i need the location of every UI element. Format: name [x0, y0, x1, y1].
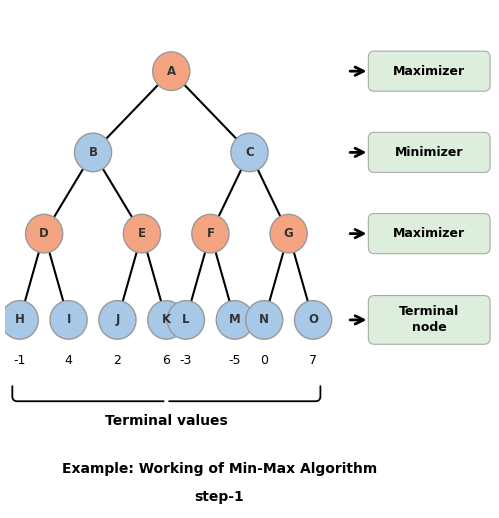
- Text: I: I: [66, 313, 71, 326]
- Text: Minimizer: Minimizer: [395, 146, 464, 159]
- Text: -5: -5: [229, 354, 241, 367]
- Text: K: K: [162, 313, 171, 326]
- Circle shape: [148, 300, 185, 339]
- Text: H: H: [15, 313, 24, 326]
- Text: N: N: [259, 313, 269, 326]
- Circle shape: [74, 133, 112, 171]
- Circle shape: [192, 214, 229, 253]
- Text: L: L: [182, 313, 190, 326]
- FancyBboxPatch shape: [368, 213, 490, 254]
- Text: B: B: [88, 146, 97, 159]
- Circle shape: [294, 300, 332, 339]
- Text: E: E: [138, 227, 146, 240]
- Text: Maximizer: Maximizer: [393, 227, 465, 240]
- Circle shape: [1, 300, 38, 339]
- Text: 6: 6: [163, 354, 170, 367]
- FancyBboxPatch shape: [368, 51, 490, 91]
- Text: M: M: [229, 313, 241, 326]
- Circle shape: [50, 300, 87, 339]
- Text: step-1: step-1: [195, 490, 245, 505]
- Text: Terminal
node: Terminal node: [399, 306, 460, 335]
- Circle shape: [99, 300, 136, 339]
- Circle shape: [216, 300, 253, 339]
- Text: O: O: [308, 313, 318, 326]
- Text: D: D: [39, 227, 49, 240]
- Text: J: J: [115, 313, 120, 326]
- Text: 0: 0: [260, 354, 268, 367]
- Text: C: C: [245, 146, 254, 159]
- Circle shape: [246, 300, 283, 339]
- Circle shape: [123, 214, 161, 253]
- Text: 7: 7: [309, 354, 317, 367]
- Text: G: G: [284, 227, 293, 240]
- FancyBboxPatch shape: [368, 296, 490, 344]
- Circle shape: [231, 133, 268, 171]
- Text: 2: 2: [114, 354, 121, 367]
- Text: -1: -1: [13, 354, 26, 367]
- Text: Maximizer: Maximizer: [393, 65, 465, 78]
- Text: Terminal values: Terminal values: [105, 414, 228, 428]
- Text: A: A: [167, 65, 176, 78]
- Circle shape: [25, 214, 63, 253]
- Text: Example: Working of Min-Max Algorithm: Example: Working of Min-Max Algorithm: [62, 462, 377, 476]
- Circle shape: [153, 52, 190, 91]
- Text: 4: 4: [65, 354, 72, 367]
- Circle shape: [167, 300, 205, 339]
- Text: -3: -3: [180, 354, 192, 367]
- FancyBboxPatch shape: [368, 132, 490, 172]
- Circle shape: [270, 214, 307, 253]
- Text: F: F: [207, 227, 215, 240]
